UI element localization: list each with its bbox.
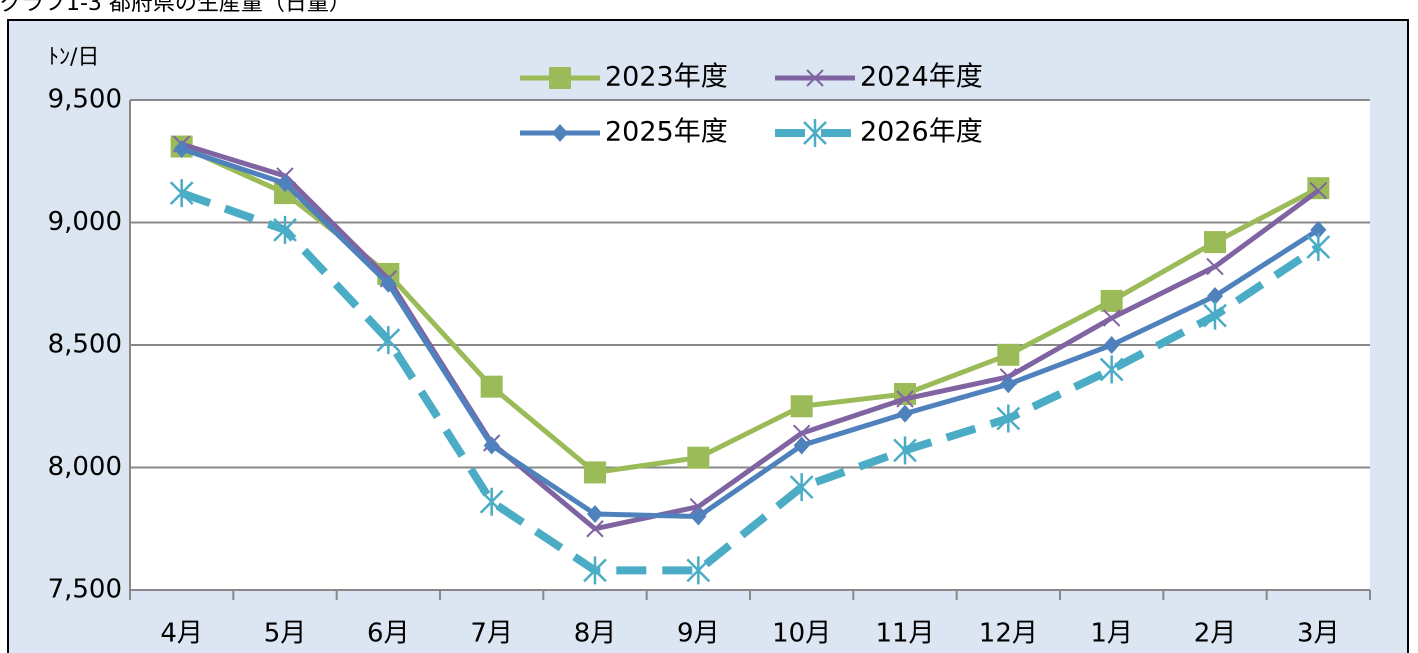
x-tick-label: 9月 <box>677 619 720 649</box>
marker <box>277 174 293 193</box>
marker <box>584 461 606 484</box>
legend-label: 2023年度 <box>605 62 728 93</box>
x-tick-label: 5月 <box>264 619 307 649</box>
legend-marker <box>549 67 571 89</box>
legend-marker <box>806 69 824 87</box>
marker <box>273 215 297 244</box>
marker <box>483 436 500 455</box>
marker <box>480 375 503 398</box>
marker <box>583 556 607 585</box>
marker <box>687 446 710 469</box>
x-tick-label: 11月 <box>875 619 934 649</box>
marker <box>1204 231 1226 254</box>
marker <box>1103 336 1120 354</box>
marker <box>790 395 813 418</box>
marker <box>376 326 401 355</box>
legend-label: 2025年度 <box>605 117 728 148</box>
marker <box>1309 181 1328 200</box>
x-tick-label: 8月 <box>574 619 617 649</box>
marker <box>1310 220 1327 239</box>
y-tick-label: 8,000 <box>48 452 122 482</box>
legend-marker <box>803 119 827 147</box>
x-tick-label: 7月 <box>470 619 513 649</box>
marker <box>1102 309 1121 327</box>
y-tick-label: 7,500 <box>48 575 122 605</box>
marker <box>996 404 1021 433</box>
legend-marker <box>552 124 568 142</box>
marker <box>173 140 190 158</box>
marker <box>686 556 711 585</box>
series-line <box>180 189 1321 575</box>
marker <box>586 520 604 538</box>
marker <box>793 436 810 455</box>
x-tick-label: 4月 <box>160 619 203 649</box>
x-tick-label: 10月 <box>772 619 831 649</box>
marker <box>1206 257 1224 276</box>
legend-label: 2026年度 <box>860 117 983 148</box>
x-tick-label: 1月 <box>1090 619 1133 649</box>
marker <box>1099 355 1124 384</box>
marker <box>169 179 194 208</box>
marker <box>897 404 913 423</box>
x-tick-label: 12月 <box>979 619 1038 649</box>
marker <box>690 507 707 526</box>
x-tick-label: 3月 <box>1297 619 1340 649</box>
marker <box>587 505 603 524</box>
marker <box>893 436 917 465</box>
y-tick-label: 9,500 <box>48 85 122 115</box>
y-tick-label: 9,000 <box>48 207 122 237</box>
marker <box>1306 233 1331 261</box>
marker <box>1207 287 1223 305</box>
series-line <box>180 141 1320 532</box>
legend-label: 2024年度 <box>860 62 983 93</box>
y-tick-label: 8,500 <box>48 330 122 360</box>
marker <box>1100 289 1123 312</box>
marker <box>789 473 814 502</box>
marker <box>896 390 914 408</box>
marker <box>479 487 504 516</box>
x-tick-label: 6月 <box>367 619 410 649</box>
marker <box>997 343 1020 366</box>
marker <box>792 424 811 442</box>
marker <box>1000 375 1017 394</box>
marker <box>380 274 397 293</box>
y-unit: ﾄﾝ/日 <box>48 45 99 70</box>
chart-title: グラフ1-3 都府県の生産量（日量） <box>0 0 351 16</box>
x-tick-label: 2月 <box>1194 619 1237 649</box>
marker <box>1203 301 1227 330</box>
series-line <box>180 146 1320 519</box>
